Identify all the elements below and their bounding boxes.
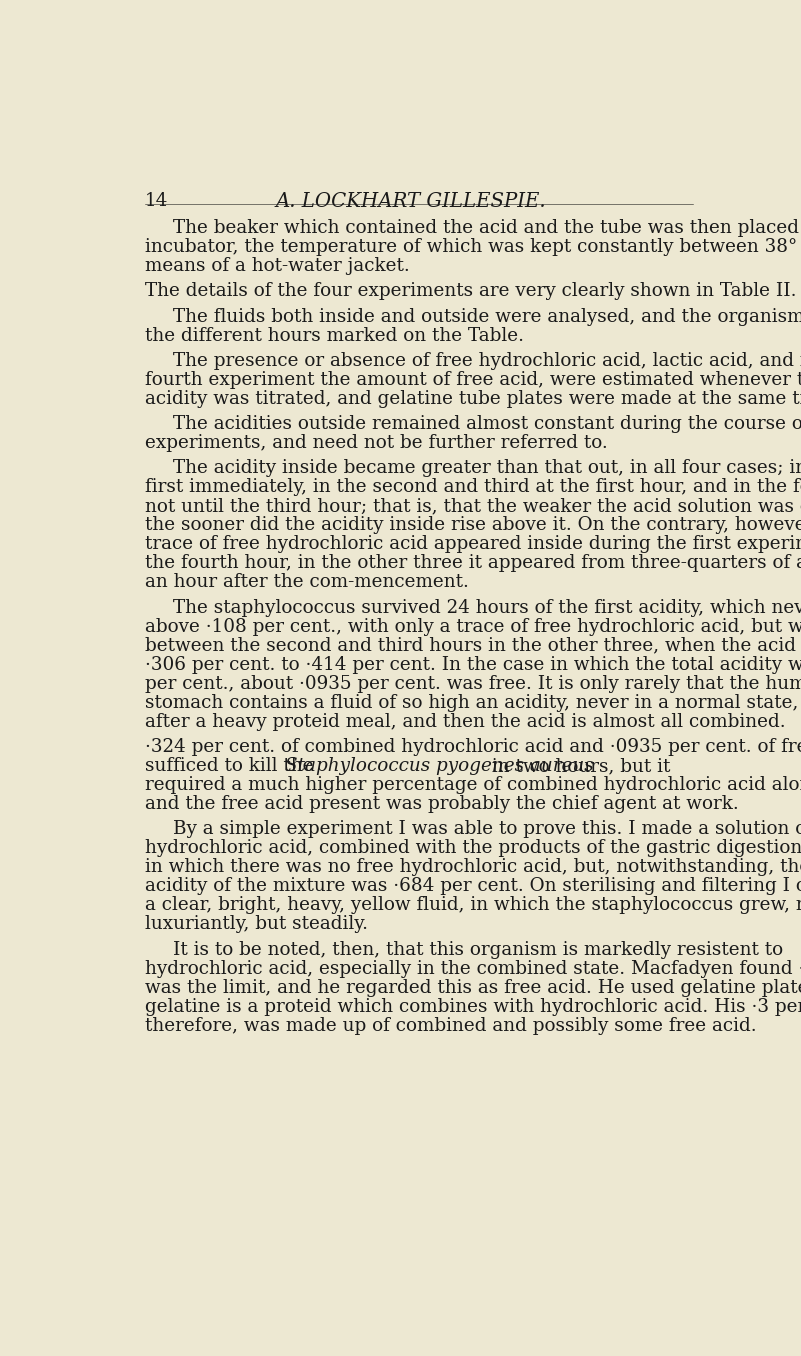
Text: per cent., about ·0935 per cent. was free. It is only rarely that the human: per cent., about ·0935 per cent. was fre…: [145, 675, 801, 693]
Text: in two hours, but it: in two hours, but it: [485, 757, 670, 776]
Text: The presence or absence of free hydrochloric acid, lactic acid, and in the: The presence or absence of free hydrochl…: [173, 353, 801, 370]
Text: The staphylococcus survived 24 hours of the first acidity, which never rose: The staphylococcus survived 24 hours of …: [173, 599, 801, 617]
Text: experiments, and need not be further referred to.: experiments, and need not be further ref…: [145, 434, 608, 452]
Text: means of a hot-water jacket.: means of a hot-water jacket.: [145, 258, 409, 275]
Text: stomach contains a fluid of so high an acidity, never in a normal state, unless: stomach contains a fluid of so high an a…: [145, 694, 801, 712]
Text: first immediately, in the second and third at the first hour, and in the fourth: first immediately, in the second and thi…: [145, 479, 801, 496]
Text: not until the third hour; that is, that the weaker the acid solution was outside: not until the third hour; that is, that …: [145, 498, 801, 515]
Text: between the second and third hours in the other three, when the acid varied from: between the second and third hours in th…: [145, 637, 801, 655]
Text: after a heavy proteid meal, and then the acid is almost all combined.: after a heavy proteid meal, and then the…: [145, 713, 786, 731]
Text: the sooner did the acidity inside rise above it. On the contrary, however, no: the sooner did the acidity inside rise a…: [145, 517, 801, 534]
Text: and the free acid present was probably the chief agent at work.: and the free acid present was probably t…: [145, 795, 739, 814]
Text: above ·108 per cent., with only a trace of free hydrochloric acid, but was kille: above ·108 per cent., with only a trace …: [145, 618, 801, 636]
Text: in which there was no free hydrochloric acid, but, notwithstanding, the total: in which there was no free hydrochloric …: [145, 858, 801, 876]
Text: a clear, bright, heavy, yellow fluid, in which the staphylococcus grew, not: a clear, bright, heavy, yellow fluid, in…: [145, 896, 801, 914]
Text: fourth experiment the amount of free acid, were estimated whenever the total: fourth experiment the amount of free aci…: [145, 372, 801, 389]
Text: ·324 per cent. of combined hydrochloric acid and ·0935 per cent. of free acid: ·324 per cent. of combined hydrochloric …: [145, 738, 801, 757]
Text: acidity was titrated, and gelatine tube plates were made at the same time.: acidity was titrated, and gelatine tube …: [145, 391, 801, 408]
Text: incubator, the temperature of which was kept constantly between 38° and 40° C. b: incubator, the temperature of which was …: [145, 239, 801, 256]
Text: an hour after the com-mencement.: an hour after the com-mencement.: [145, 574, 469, 591]
Text: Staphylococcus pyogenes aureus: Staphylococcus pyogenes aureus: [285, 757, 594, 776]
Text: trace of free hydrochloric acid appeared inside during the first experiment unti: trace of free hydrochloric acid appeared…: [145, 536, 801, 553]
Text: gelatine is a proteid which combines with hydrochloric acid. His ·3 per cent.,: gelatine is a proteid which combines wit…: [145, 998, 801, 1016]
Text: luxuriantly, but steadily.: luxuriantly, but steadily.: [145, 915, 368, 933]
Text: required a much higher percentage of combined hydrochloric acid alone to kill it: required a much higher percentage of com…: [145, 776, 801, 795]
Text: was the limit, and he regarded this as free acid. He used gelatine plates; and: was the limit, and he regarded this as f…: [145, 979, 801, 997]
Text: The fluids both inside and outside were analysed, and the organisms tested at: The fluids both inside and outside were …: [173, 308, 801, 325]
Text: the different hours marked on the Table.: the different hours marked on the Table.: [145, 327, 524, 344]
Text: 14: 14: [145, 193, 168, 210]
Text: It is to be noted, then, that this organism is markedly resistent to: It is to be noted, then, that this organ…: [173, 941, 783, 959]
Text: therefore, was made up of combined and possibly some free acid.: therefore, was made up of combined and p…: [145, 1017, 756, 1035]
Text: The acidity inside became greater than that out, in all four cases; in the: The acidity inside became greater than t…: [173, 460, 801, 477]
Text: The acidities outside remained almost constant during the course of the: The acidities outside remained almost co…: [173, 415, 801, 433]
Text: By a simple experiment I was able to prove this. I made a solution of: By a simple experiment I was able to pro…: [173, 820, 801, 838]
Text: the fourth hour, in the other three it appeared from three-quarters of an hour t: the fourth hour, in the other three it a…: [145, 555, 801, 572]
Text: sufficed to kill the: sufficed to kill the: [145, 757, 319, 776]
Text: ·306 per cent. to ·414 per cent. In the case in which the total acidity was ·414: ·306 per cent. to ·414 per cent. In the …: [145, 656, 801, 674]
Text: acidity of the mixture was ·684 per cent. On sterilising and filtering I obtaine: acidity of the mixture was ·684 per cent…: [145, 877, 801, 895]
Text: hydrochloric acid, combined with the products of the gastric digestion of fibrin: hydrochloric acid, combined with the pro…: [145, 839, 801, 857]
Text: The beaker which contained the acid and the tube was then placed in an: The beaker which contained the acid and …: [173, 220, 801, 237]
Text: hydrochloric acid, especially in the combined state. Macfadyen found ·3 per cent: hydrochloric acid, especially in the com…: [145, 960, 801, 978]
Text: A. LOCKHART GILLESPIE.: A. LOCKHART GILLESPIE.: [276, 193, 545, 212]
Text: The details of the four experiments are very clearly shown in Table II.: The details of the four experiments are …: [145, 282, 796, 301]
